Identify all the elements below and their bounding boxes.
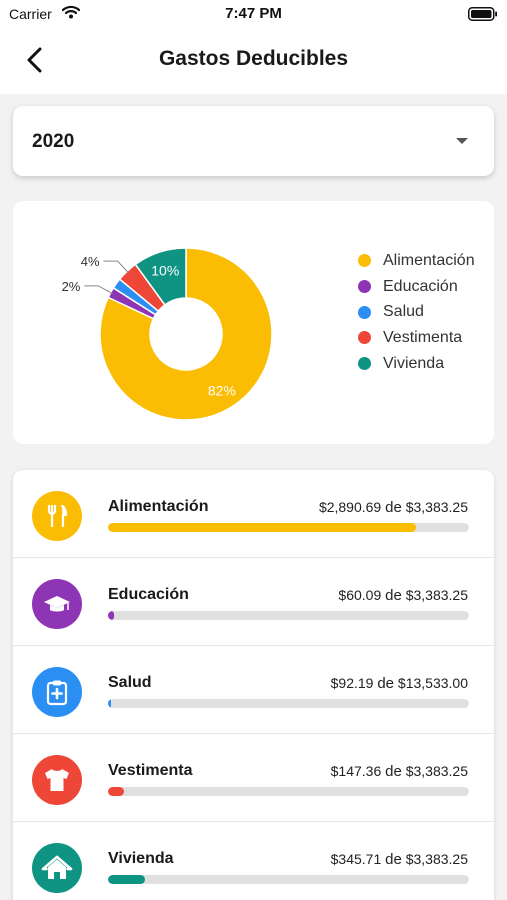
amount-separator: de: [385, 763, 402, 780]
expense-row-educacion[interactable]: Educación $60.09 de $3,383.25: [13, 558, 494, 646]
legend-label: Salud: [383, 303, 424, 321]
legend-color-dot: [358, 254, 371, 268]
amount-limit: $13,533.00: [397, 675, 468, 691]
progress-bar: [108, 699, 469, 708]
progress-bar: [108, 611, 469, 620]
amount-spent: $147.36: [330, 763, 382, 779]
category-icon-badge: [32, 579, 82, 629]
legend-item: Alimentación: [358, 248, 475, 274]
amount-limit: $3,383.25: [405, 587, 468, 603]
legend-color-dot: [358, 357, 371, 371]
pie-label-vivienda: 10%: [151, 262, 179, 278]
pie-label-leader: [103, 260, 129, 274]
progress-bar-fill: [108, 787, 124, 796]
expense-amounts: $147.36 de $3,383.25: [331, 763, 468, 780]
pie-slice-alimentacion: [99, 247, 273, 421]
amount-spent: $60.09: [338, 587, 382, 603]
expense-chart-card: 82% 2% 4% 10% Alimentación Educación Salud Ves…: [13, 201, 494, 444]
amount-spent: $345.71: [330, 851, 382, 867]
expense-amounts: $60.09 de $3,383.25: [338, 587, 468, 604]
medical-clipboard-icon: [44, 678, 70, 706]
expense-amounts: $2,890.69 de $3,383.25: [319, 499, 468, 516]
donut-chart: 82% 2%4% 10%: [62, 247, 273, 421]
amount-limit: $3,383.25: [405, 763, 468, 779]
category-icon-badge: [32, 667, 82, 717]
expense-row-salud[interactable]: Salud $92.19 de $13,533.00: [13, 646, 494, 734]
pie-label-leader: [84, 285, 113, 294]
amount-separator: de: [377, 675, 395, 692]
expense-row-vivienda[interactable]: Vivienda $345.71 de $3,383.25: [13, 822, 494, 900]
amount-separator: de: [385, 499, 402, 516]
progress-bar-fill: [108, 699, 111, 708]
house-icon: [41, 854, 73, 882]
chart-legend: Alimentación Educación Salud Vestimenta Vivi…: [358, 248, 475, 376]
pie-label-educacion: 2%: [62, 279, 81, 294]
progress-bar-fill: [108, 611, 115, 620]
legend-item: Educación: [358, 274, 475, 300]
amount-spent: $92.19: [330, 675, 374, 691]
expense-category-name: Alimentación: [108, 498, 209, 515]
amount-separator: de: [385, 851, 402, 868]
chevron-left-icon: [27, 47, 42, 73]
back-button[interactable]: [20, 44, 52, 76]
expense-list: Alimentación $2,890.69 de $3,383.25 Educac…: [13, 470, 494, 900]
progress-bar: [108, 787, 469, 796]
expense-category-name: Salud: [108, 674, 152, 691]
expense-category-name: Vivienda: [108, 850, 174, 867]
legend-color-dot: [358, 280, 371, 294]
clock-time: 7:47 PM: [225, 5, 282, 22]
expense-category-name: Vestimenta: [108, 762, 193, 779]
category-icon-badge: [32, 843, 82, 893]
pie-slice-vivienda: [134, 247, 187, 306]
graduation-cap-icon: [42, 590, 72, 618]
legend-label: Vivienda: [383, 354, 445, 372]
page-title: Gastos Deducibles: [158, 47, 349, 70]
legend-label: Educación: [383, 277, 458, 295]
legend-label: Vestimenta: [383, 328, 463, 346]
battery-icon: [468, 7, 498, 26]
fork-knife-icon: [43, 502, 71, 530]
legend-item: Salud: [358, 299, 475, 325]
status-bar: Carrier 7:47 PM: [0, 0, 507, 30]
expense-amounts: $345.71 de $3,383.25: [331, 851, 468, 868]
expense-row-alimentacion[interactable]: Alimentación $2,890.69 de $3,383.25: [13, 470, 494, 558]
wifi-icon: [61, 5, 81, 24]
legend-label: Alimentación: [383, 251, 475, 269]
year-dropdown[interactable]: 2020: [13, 106, 494, 176]
progress-bar-fill: [108, 875, 145, 884]
category-icon-badge: [32, 755, 82, 805]
progress-bar: [108, 875, 469, 884]
carrier-label: Carrier: [9, 6, 52, 22]
amount-separator: de: [385, 587, 402, 604]
dropdown-arrow-icon: [456, 138, 468, 144]
pie-label-alimentacion: 82%: [208, 383, 236, 399]
expense-category-name: Educación: [108, 586, 189, 603]
amount-limit: $3,383.25: [405, 499, 468, 515]
pie-label-vestimenta: 4%: [81, 254, 100, 269]
amount-limit: $3,383.25: [405, 851, 468, 867]
legend-color-dot: [358, 331, 371, 345]
expense-row-vestimenta[interactable]: Vestimenta $147.36 de $3,383.25: [13, 734, 494, 822]
legend-item: Vestimenta: [358, 325, 475, 351]
legend-color-dot: [358, 305, 371, 319]
year-selected-value: 2020: [32, 131, 75, 152]
legend-item: Vivienda: [358, 351, 475, 377]
progress-bar: [108, 523, 469, 532]
expense-amounts: $92.19 de $13,533.00: [331, 675, 468, 692]
navigation-bar: Gastos Deducibles: [0, 30, 507, 94]
amount-spent: $2,890.69: [318, 499, 382, 515]
shirt-icon: [42, 767, 72, 793]
category-icon-badge: [32, 491, 82, 541]
progress-bar-fill: [108, 523, 417, 532]
